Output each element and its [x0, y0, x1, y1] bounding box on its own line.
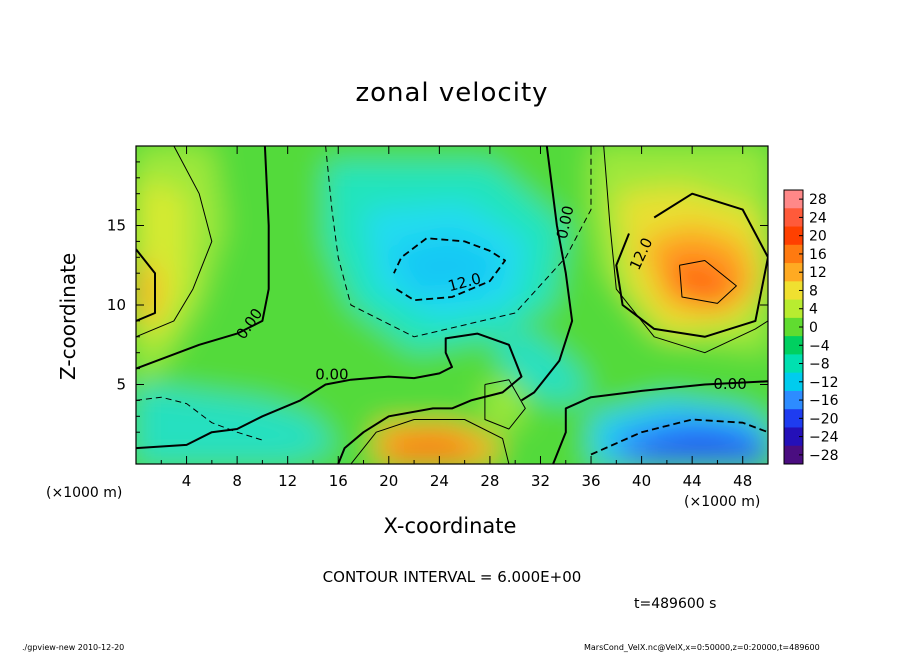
colorbar-segment	[784, 336, 803, 355]
colorbar-label: −12	[809, 375, 839, 391]
x-tick-label: 12	[278, 472, 297, 490]
colorbar-label: 0	[809, 320, 818, 336]
colorbar-label: 24	[809, 210, 827, 226]
contour-interval-text: CONTOUR INTERVAL = 6.000E+00	[322, 568, 582, 586]
colorbar-label: −24	[809, 430, 839, 446]
x-axis-unit-right: (×1000 m)	[684, 494, 761, 510]
colorbar-label: 8	[809, 283, 818, 299]
x-tick-label: 28	[480, 472, 499, 490]
colorbar-segment	[784, 317, 803, 337]
x-tick-label: 32	[531, 472, 550, 490]
colorbar-label: −16	[809, 393, 839, 409]
colorbar-label: −8	[809, 357, 830, 373]
footer-left-text: ./gpview-new 2010-12-20	[22, 643, 125, 652]
colorbar-label: −20	[809, 411, 839, 427]
y-axis-label: Z-coordinate	[56, 252, 80, 380]
time-label: t=489600 s	[634, 596, 717, 612]
field-blob	[666, 257, 737, 305]
contour-line	[350, 419, 510, 464]
velocity-field	[136, 146, 768, 464]
y-tick-label: 5	[116, 376, 126, 394]
contour-line	[590, 418, 768, 456]
x-tick-label: 36	[581, 472, 600, 490]
contour-lines	[136, 146, 768, 464]
contour-line	[136, 396, 263, 441]
colorbar-segment	[784, 354, 803, 374]
chart-title: zonal velocity	[355, 78, 549, 108]
contour-label: 0.00	[315, 365, 348, 383]
field-blob	[388, 432, 478, 464]
x-tick-label: 8	[232, 472, 242, 490]
colorbar-segment	[784, 244, 803, 264]
y-axis-ticks: 5 10 15	[107, 161, 768, 449]
colorbar-segment	[784, 372, 803, 392]
x-tick-label: 20	[379, 472, 398, 490]
x-tick-label: 48	[733, 472, 752, 490]
colorbar-label: −4	[809, 338, 830, 354]
colorbar-segment	[784, 445, 803, 465]
contour-label: 0.00	[713, 375, 746, 393]
x-tick-label: 16	[329, 472, 348, 490]
y-tick-label: 10	[107, 296, 126, 314]
contour-line	[136, 146, 213, 338]
colorbar-segment	[784, 190, 803, 209]
colorbar-segment	[784, 409, 803, 428]
field-blob	[641, 432, 768, 464]
colorbar-segment	[784, 390, 803, 410]
field-blob	[489, 320, 591, 401]
contour-line	[136, 332, 523, 464]
colorbar-segment	[784, 427, 803, 447]
field-blob	[388, 233, 503, 297]
contour-line	[484, 379, 526, 430]
contour-line	[615, 192, 768, 338]
contour-line	[136, 248, 156, 322]
colorbar-label: 12	[809, 265, 827, 281]
x-tick-label: 24	[430, 472, 449, 490]
colorbar-segment	[784, 281, 803, 301]
colorbar-segment	[784, 226, 803, 246]
y-tick-label: 15	[107, 217, 126, 235]
x-axis-unit-left: (×1000 m)	[46, 485, 123, 501]
colorbar-segment	[784, 299, 803, 319]
field-blobs	[136, 146, 768, 464]
x-axis-label: X-coordinate	[383, 514, 517, 538]
colorbar-segment	[784, 263, 803, 282]
colorbar-label: −28	[809, 448, 839, 464]
x-axis-ticks: 4 8 12 16 20 24 28 32 36 40 44 48	[160, 146, 752, 490]
colorbar-label: 16	[809, 247, 827, 263]
contour-line	[603, 146, 768, 354]
colorbar-label: 4	[809, 302, 818, 318]
colorbar: 28 24 20 16 12 8 4 0 −4 −8 −12 −16 −20 −24 −28	[783, 189, 839, 465]
colorbar-segment	[784, 208, 803, 228]
contour-line	[679, 260, 737, 304]
contour-line	[136, 146, 270, 370]
contour-line	[520, 146, 574, 402]
footer-right-text: MarsCond_VelX.nc@VelX,x=0:50000,z=0:2000…	[584, 643, 820, 652]
x-tick-label: 40	[632, 472, 651, 490]
contour-line	[552, 380, 768, 464]
contour-line	[325, 146, 592, 338]
x-tick-label: 44	[683, 472, 702, 490]
contour-line	[393, 237, 506, 302]
colorbar-label: 28	[809, 192, 827, 208]
x-tick-label: 4	[182, 472, 192, 490]
colorbar-label: 20	[809, 229, 827, 245]
